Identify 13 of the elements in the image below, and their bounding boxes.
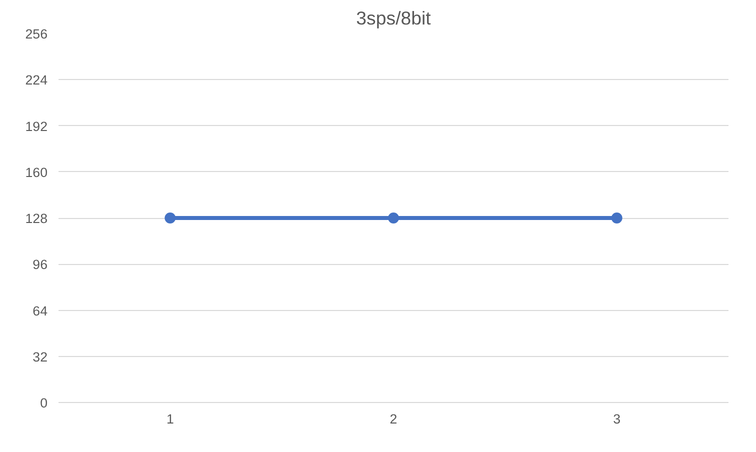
y-tick-label: 96 bbox=[32, 257, 48, 272]
x-tick-label: 1 bbox=[166, 412, 174, 426]
y-tick-label: 160 bbox=[25, 164, 48, 180]
y-tick-label: 32 bbox=[32, 349, 48, 364]
y-tick-label: 128 bbox=[25, 211, 48, 226]
y-tick-label: 64 bbox=[32, 303, 48, 318]
y-tick-label: 256 bbox=[25, 26, 48, 42]
y-tick-label: 224 bbox=[25, 72, 48, 88]
x-tick-label: 2 bbox=[390, 412, 398, 426]
y-tick-label: 0 bbox=[40, 396, 48, 410]
chart-title: 3sps/8bit bbox=[356, 8, 432, 28]
x-tick-label: 3 bbox=[613, 412, 621, 426]
y-tick-label: 192 bbox=[25, 118, 48, 134]
